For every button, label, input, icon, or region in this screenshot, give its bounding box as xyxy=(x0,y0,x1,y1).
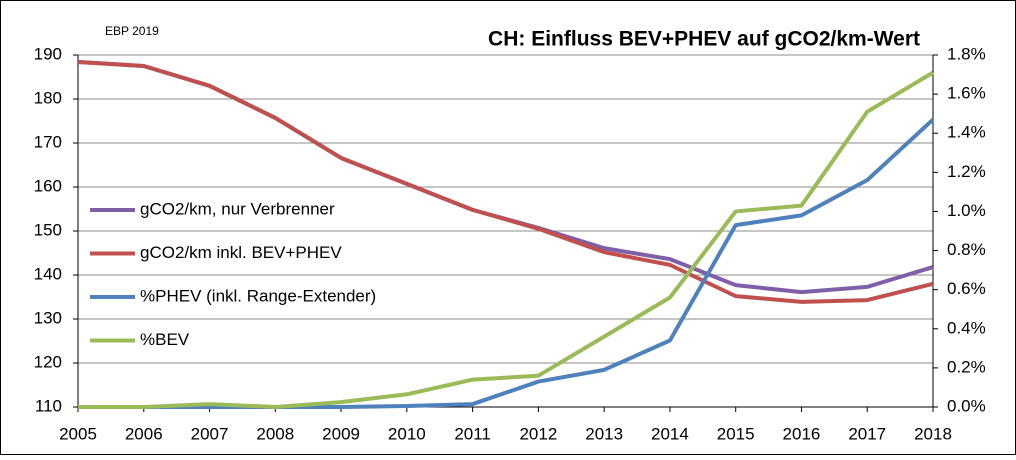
legend-label: gCO2/km inkl. BEV+PHEV xyxy=(140,243,342,262)
y-tick-label: 150 xyxy=(34,220,62,239)
x-tick-label: 2006 xyxy=(125,424,163,443)
x-tick-label: 2013 xyxy=(585,424,623,443)
y2-tick-label: 1.8% xyxy=(947,44,986,63)
y-tick-label: 170 xyxy=(34,132,62,151)
y2-tick-label: 0.6% xyxy=(947,279,986,298)
x-tick-label: 2009 xyxy=(322,424,360,443)
x-tick-label: 2012 xyxy=(519,424,557,443)
legend-label: %BEV xyxy=(140,330,190,349)
y2-tick-label: 1.2% xyxy=(947,162,986,181)
y-tick-label: 180 xyxy=(34,88,62,107)
y-tick-label: 140 xyxy=(34,264,62,283)
chart-title: CH: Einfluss BEV+PHEV auf gCO2/km-Wert xyxy=(488,28,920,51)
y2-tick-label: 1.0% xyxy=(947,201,986,220)
x-tick-label: 2015 xyxy=(717,424,755,443)
y2-tick-label: 1.4% xyxy=(947,123,986,142)
y-tick-label: 110 xyxy=(35,396,62,415)
y-tick-label: 160 xyxy=(34,176,62,195)
x-tick-label: 2005 xyxy=(59,424,97,443)
y-tick-label: 130 xyxy=(34,308,62,327)
x-tick-label: 2010 xyxy=(388,424,426,443)
y2-tick-label: 0.4% xyxy=(947,318,986,337)
y2-tick-label: 1.6% xyxy=(947,84,986,103)
x-tick-label: 2011 xyxy=(454,424,491,443)
legend-label: %PHEV (inkl. Range-Extender) xyxy=(140,286,376,305)
series-line xyxy=(78,70,935,409)
y2-tick-label: 0.0% xyxy=(947,396,986,415)
legend-label: gCO2/km, nur Verbrenner xyxy=(140,199,335,218)
y-tick-label: 190 xyxy=(34,44,62,63)
y-tick-label: 120 xyxy=(34,352,62,371)
y2-tick-label: 0.2% xyxy=(947,357,986,376)
x-tick-label: 2017 xyxy=(848,424,886,443)
x-tick-label: 2007 xyxy=(191,424,229,443)
annotation: EBP 2019 xyxy=(105,24,159,38)
x-tick-label: 2018 xyxy=(914,424,952,443)
x-tick-label: 2014 xyxy=(651,424,689,443)
y2-tick-label: 0.8% xyxy=(947,240,986,259)
series-line xyxy=(78,118,935,409)
series-line xyxy=(77,60,934,304)
x-tick-label: 2008 xyxy=(256,424,294,443)
x-tick-label: 2016 xyxy=(783,424,821,443)
